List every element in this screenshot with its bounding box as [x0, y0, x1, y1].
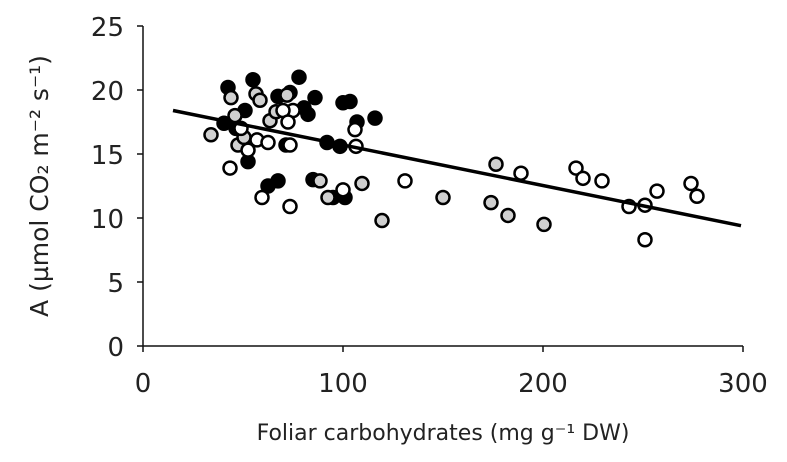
y-tick-label: 5: [107, 269, 124, 299]
x-tick-label: 200: [518, 369, 568, 399]
data-point: [594, 173, 610, 189]
data-point: [367, 110, 383, 126]
data-point: [536, 216, 552, 233]
data-point: [683, 175, 699, 192]
y-tick-label: 15: [91, 141, 124, 171]
x-tick-label: 100: [318, 369, 368, 399]
data-point: [307, 89, 323, 106]
data-point: [637, 232, 653, 248]
data-point: [240, 142, 256, 158]
data-point: [342, 93, 358, 110]
data-point: [260, 134, 276, 151]
data-point: [374, 212, 390, 229]
data-point: [291, 69, 307, 85]
x-axis-label: Foliar carbohydrates (mg g⁻¹ DW): [257, 421, 630, 446]
y-tick-label: 10: [91, 205, 124, 235]
x-tick-label: 300: [718, 369, 768, 399]
data-point: [320, 189, 336, 206]
y-tick-label: 20: [91, 77, 124, 107]
data-point: [568, 160, 584, 176]
y-tick-label: 0: [107, 333, 124, 363]
data-point: [649, 183, 665, 199]
data-point: [300, 106, 316, 123]
data-point: [500, 207, 516, 224]
data-point: [397, 173, 413, 189]
data-point: [435, 189, 451, 206]
data-point: [354, 175, 370, 192]
y-tick-label: 25: [91, 13, 124, 43]
data-point: [689, 188, 705, 204]
data-point: [282, 198, 298, 215]
data-point: [279, 87, 295, 103]
trend-line: [172, 108, 742, 228]
data-point: [335, 182, 351, 198]
y-axis-label: A (µmol CO₂ m⁻² s⁻¹): [25, 55, 54, 317]
data-point: [227, 107, 243, 124]
data-point: [245, 72, 261, 88]
data-point: [488, 156, 504, 172]
data-point: [575, 170, 591, 187]
data-point: [222, 160, 238, 176]
data-point: [254, 189, 270, 206]
data-point: [252, 92, 268, 108]
data-point: [223, 89, 239, 106]
data-point: [513, 165, 529, 181]
data-point: [483, 194, 499, 211]
data-point: [347, 121, 363, 138]
data-point: [312, 173, 328, 189]
data-point: [203, 127, 219, 143]
data-point: [270, 173, 286, 189]
data-point: [282, 137, 298, 153]
data-point: [280, 114, 296, 130]
x-tick-label: 0: [135, 369, 152, 399]
